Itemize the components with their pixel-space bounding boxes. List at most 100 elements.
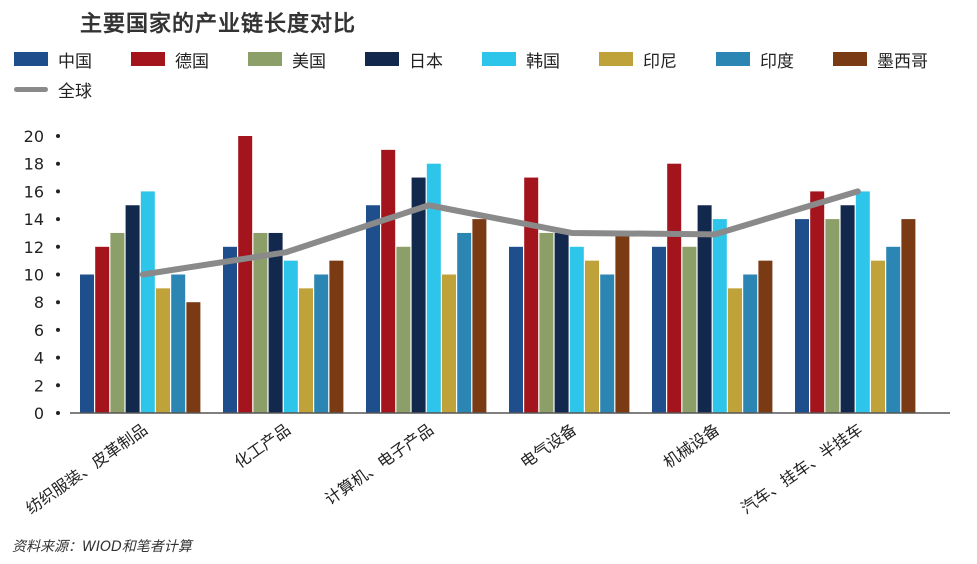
legend-item: 印尼: [599, 47, 716, 72]
bar-印尼: [871, 260, 885, 413]
bar-墨西哥: [901, 219, 916, 413]
bar-日本: [840, 205, 855, 413]
y-tick-label: 12: [24, 238, 44, 257]
y-tick-label: 10: [24, 266, 44, 285]
legend-label: 韩国: [526, 51, 560, 72]
bar-中国: [80, 274, 94, 413]
y-tick-label: 20: [24, 127, 44, 146]
y-tick-label: 4: [34, 349, 44, 368]
legend-item: 日本: [365, 47, 482, 72]
bar-德国: [381, 149, 396, 413]
y-tick-mark: [56, 189, 60, 194]
x-tick-label: 纺织服装、皮革制品: [22, 420, 151, 518]
y-tick-mark: [56, 383, 60, 388]
legend-row: 全球: [14, 74, 964, 104]
bar-墨西哥: [329, 260, 344, 413]
y-tick-mark: [56, 134, 60, 138]
legend-swatch: [248, 52, 282, 66]
bar-韩国: [569, 246, 584, 413]
bar-印尼: [442, 274, 456, 413]
bar-德国: [810, 191, 825, 413]
x-tick-label: 汽车、挂车、半挂车: [737, 420, 866, 518]
bar-日本: [411, 177, 426, 413]
bar-德国: [667, 163, 682, 413]
legend-swatch: [131, 52, 165, 66]
y-tick-label: 8: [34, 293, 44, 312]
bar-韩国: [426, 163, 441, 413]
y-tick-label: 2: [34, 376, 44, 395]
bar-印尼: [299, 288, 313, 413]
y-tick-label: 14: [24, 210, 44, 229]
legend-item: 印度: [716, 47, 833, 72]
legend-label: 印度: [760, 51, 794, 72]
bar-墨西哥: [472, 219, 487, 413]
legend-label: 全球: [58, 81, 92, 102]
x-tick-label: 计算机、电子产品: [321, 420, 437, 509]
bar-日本: [125, 205, 140, 413]
y-tick-mark: [56, 411, 60, 415]
bar-中国: [366, 205, 380, 413]
bar-印尼: [728, 288, 742, 413]
legend-label: 美国: [292, 51, 326, 72]
legend-line-swatch: [14, 86, 48, 92]
bar-中国: [223, 246, 237, 413]
bar-美国: [396, 246, 411, 413]
bar-中国: [795, 219, 809, 413]
y-tick-mark: [56, 217, 60, 222]
bar-美国: [253, 232, 268, 413]
bar-韩国: [855, 191, 870, 413]
legend-item: 韩国: [482, 47, 599, 72]
y-tick-mark: [56, 300, 60, 305]
x-tick-label: 机械设备: [660, 420, 723, 472]
y-tick-mark: [56, 272, 60, 277]
bar-印尼: [585, 260, 599, 413]
bar-日本: [697, 205, 712, 413]
y-tick-mark: [56, 327, 60, 332]
bar-美国: [825, 219, 840, 413]
bar-日本: [554, 232, 569, 413]
y-tick-mark: [56, 355, 60, 360]
bar-中国: [509, 246, 523, 413]
bar-墨西哥: [758, 260, 773, 413]
legend-label: 中国: [58, 51, 92, 72]
bar-印度: [886, 246, 901, 413]
y-tick-mark: [56, 244, 60, 249]
y-tick-label: 18: [24, 155, 44, 174]
bar-美国: [539, 232, 554, 413]
bar-中国: [652, 246, 666, 413]
line-global: [139, 188, 861, 278]
legend-swatch: [482, 52, 516, 66]
y-tick-label: 6: [34, 321, 44, 340]
legend-row: 中国 德国 美国 日本 韩国 印尼 印度 墨西哥: [14, 44, 964, 74]
bar-韩国: [283, 260, 298, 413]
bar-墨西哥: [615, 232, 630, 413]
y-tick-label: 16: [24, 182, 44, 201]
y-tick-label: 0: [34, 404, 44, 423]
chart-title: 主要国家的产业链长度对比: [80, 12, 357, 37]
x-tick-label: 电气设备: [517, 420, 580, 472]
bar-印度: [743, 274, 758, 413]
legend-item: 全球: [14, 77, 131, 102]
bar-印度: [314, 274, 329, 413]
bar-印度: [457, 232, 472, 413]
legend-item: 墨西哥: [833, 47, 950, 72]
legend-label: 印尼: [643, 51, 677, 72]
legend-swatch: [365, 52, 399, 66]
bar-韩国: [712, 219, 727, 413]
source-note: 资料来源：WIOD和笔者计算: [12, 539, 192, 555]
legend-swatch: [599, 52, 633, 66]
bar-墨西哥: [186, 302, 201, 413]
bar-日本: [268, 232, 283, 413]
legend: 中国 德国 美国 日本 韩国 印尼 印度 墨西哥 全球: [14, 44, 964, 104]
bar-印度: [171, 274, 186, 413]
legend-swatch: [14, 52, 48, 66]
bar-德国: [524, 177, 539, 413]
legend-label: 墨西哥: [877, 51, 928, 72]
bar-印尼: [156, 288, 170, 413]
bar-德国: [95, 246, 110, 413]
bar-美国: [682, 246, 697, 413]
legend-swatch: [716, 52, 750, 66]
bar-印度: [600, 274, 615, 413]
x-tick-label: 化工产品: [231, 420, 294, 472]
